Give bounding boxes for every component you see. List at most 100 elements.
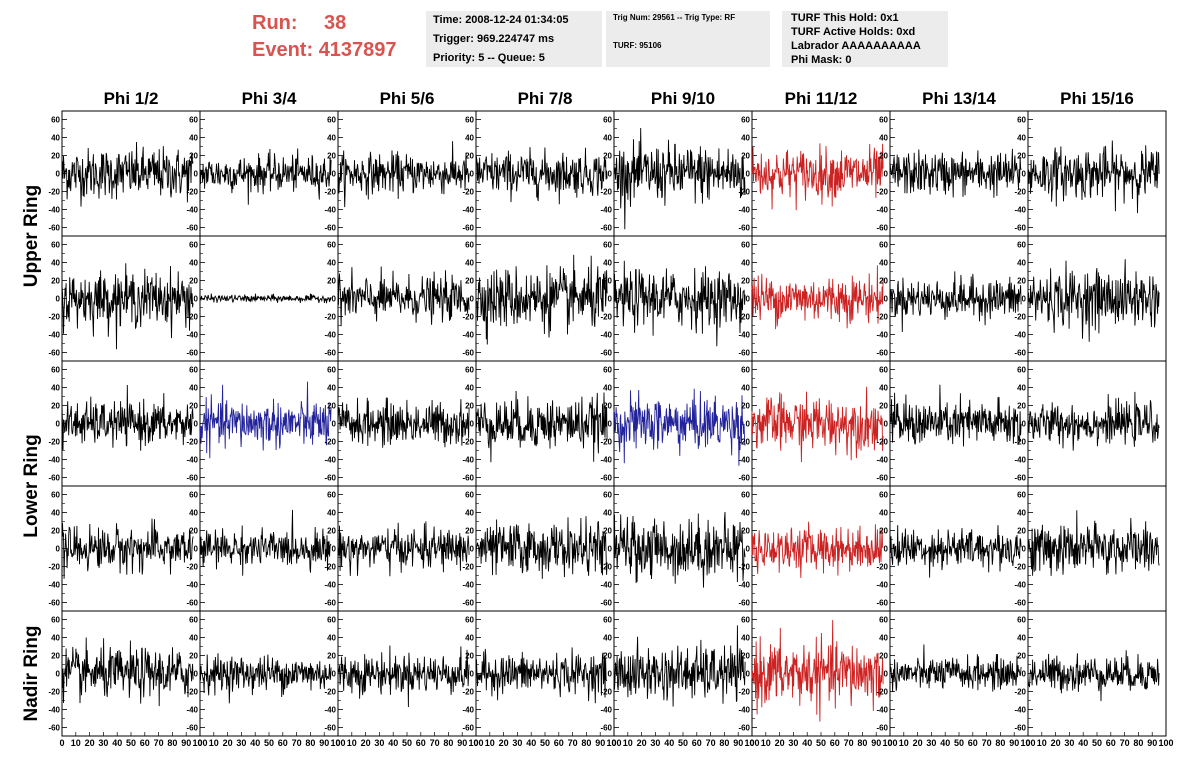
y-tick-label: -60 bbox=[186, 349, 198, 358]
y-tick-label: 0 bbox=[884, 295, 889, 304]
waveform-trace bbox=[61, 141, 194, 207]
y-tick-label: -20 bbox=[600, 438, 612, 447]
y-tick-label: -40 bbox=[1014, 706, 1026, 715]
x-tick-label: 0 bbox=[59, 738, 64, 748]
y-tick-label: -20 bbox=[876, 438, 888, 447]
y-tick-label: 60 bbox=[327, 366, 336, 375]
x-tick-label: 80 bbox=[857, 738, 867, 748]
waveform-trace bbox=[337, 266, 470, 327]
y-tick-label: -20 bbox=[462, 438, 474, 447]
y-tick-label: 40 bbox=[189, 634, 198, 643]
y-tick-label: -60 bbox=[876, 599, 888, 608]
waveform-trace bbox=[337, 521, 470, 577]
y-tick-label: 60 bbox=[51, 241, 60, 250]
waveform-trace bbox=[475, 147, 608, 205]
waveform-trace bbox=[751, 143, 884, 211]
y-tick-label: 20 bbox=[465, 652, 474, 661]
y-tick-label: -60 bbox=[462, 474, 474, 483]
y-tick-label: 20 bbox=[741, 652, 750, 661]
y-tick-label: 60 bbox=[603, 366, 612, 375]
time-info-box: Time: 2008-12-24 01:34:05 Trigger: 969.2… bbox=[426, 11, 602, 67]
y-tick-label: 60 bbox=[51, 616, 60, 625]
y-tick-label: -20 bbox=[1014, 188, 1026, 197]
y-tick-label: 20 bbox=[879, 527, 888, 536]
y-tick-label: -40 bbox=[738, 456, 750, 465]
y-tick-label: -20 bbox=[324, 688, 336, 697]
waveform-trace bbox=[61, 263, 194, 350]
y-tick-label: 60 bbox=[465, 241, 474, 250]
y-tick-label: 20 bbox=[327, 402, 336, 411]
y-tick-label: 20 bbox=[879, 652, 888, 661]
x-tick-label: 90 bbox=[595, 738, 605, 748]
y-tick-label: -40 bbox=[876, 581, 888, 590]
y-tick-label: 0 bbox=[608, 420, 613, 429]
x-tick-label: 60 bbox=[554, 738, 564, 748]
y-tick-label: -40 bbox=[738, 331, 750, 340]
y-tick-label: -40 bbox=[738, 206, 750, 215]
waveform-trace bbox=[199, 653, 332, 704]
x-tick-label: 70 bbox=[844, 738, 854, 748]
x-tick-label: 70 bbox=[154, 738, 164, 748]
y-tick-label: 40 bbox=[465, 509, 474, 518]
y-tick-label: 40 bbox=[327, 384, 336, 393]
y-tick-label: -40 bbox=[186, 456, 198, 465]
y-tick-label: -20 bbox=[462, 188, 474, 197]
y-tick-label: 0 bbox=[1022, 545, 1027, 554]
y-tick-label: 40 bbox=[1017, 634, 1026, 643]
y-tick-label: 60 bbox=[1017, 616, 1026, 625]
y-tick-label: 60 bbox=[51, 491, 60, 500]
y-tick-label: 20 bbox=[603, 652, 612, 661]
y-tick-label: -60 bbox=[1014, 224, 1026, 233]
y-tick-label: 60 bbox=[603, 241, 612, 250]
y-tick-label: -60 bbox=[738, 224, 750, 233]
y-tick-label: -60 bbox=[600, 349, 612, 358]
y-tick-label: -40 bbox=[324, 456, 336, 465]
y-tick-label: -20 bbox=[48, 188, 60, 197]
x-tick-label: 90 bbox=[457, 738, 467, 748]
y-tick-label: 40 bbox=[51, 259, 60, 268]
x-tick-label: 60 bbox=[830, 738, 840, 748]
turf-hold-text: TURF This Hold: 0x1 bbox=[791, 12, 899, 24]
y-tick-label: 20 bbox=[465, 402, 474, 411]
y-tick-label: -40 bbox=[462, 206, 474, 215]
x-tick-label: 100 bbox=[330, 738, 345, 748]
y-tick-label: 40 bbox=[465, 259, 474, 268]
y-tick-label: 0 bbox=[332, 420, 337, 429]
y-tick-label: 60 bbox=[465, 116, 474, 125]
y-tick-label: 60 bbox=[51, 116, 60, 125]
column-header: Phi 1/2 bbox=[104, 89, 159, 108]
x-tick-label: 80 bbox=[995, 738, 1005, 748]
x-tick-label: 60 bbox=[1106, 738, 1116, 748]
waveform-trace bbox=[337, 141, 470, 208]
x-tick-label: 30 bbox=[236, 738, 246, 748]
column-header: Phi 9/10 bbox=[651, 89, 715, 108]
y-tick-label: -60 bbox=[48, 599, 60, 608]
waveform-trace bbox=[1027, 510, 1160, 576]
y-tick-label: 20 bbox=[189, 527, 198, 536]
y-tick-label: 60 bbox=[1017, 491, 1026, 500]
y-tick-label: -60 bbox=[600, 599, 612, 608]
x-tick-label: 20 bbox=[361, 738, 371, 748]
column-header: Phi 7/8 bbox=[518, 89, 573, 108]
y-tick-label: 60 bbox=[741, 491, 750, 500]
y-tick-label: -40 bbox=[324, 581, 336, 590]
y-tick-label: 40 bbox=[327, 259, 336, 268]
y-tick-label: 20 bbox=[1017, 152, 1026, 161]
x-tick-label: 40 bbox=[1078, 738, 1088, 748]
waveform-trace bbox=[475, 390, 608, 463]
y-tick-label: 0 bbox=[56, 545, 61, 554]
y-tick-label: -60 bbox=[1014, 474, 1026, 483]
y-tick-label: 0 bbox=[608, 295, 613, 304]
x-tick-label: 0 bbox=[197, 738, 202, 748]
y-tick-label: 60 bbox=[603, 616, 612, 625]
y-tick-label: 60 bbox=[879, 616, 888, 625]
y-tick-label: -60 bbox=[876, 474, 888, 483]
waveform-trace bbox=[889, 525, 1022, 578]
x-tick-label: 100 bbox=[744, 738, 759, 748]
column-header: Phi 15/16 bbox=[1060, 89, 1134, 108]
y-tick-label: 20 bbox=[51, 402, 60, 411]
x-tick-label: 80 bbox=[443, 738, 453, 748]
y-tick-label: -40 bbox=[1014, 456, 1026, 465]
y-tick-label: 60 bbox=[603, 491, 612, 500]
